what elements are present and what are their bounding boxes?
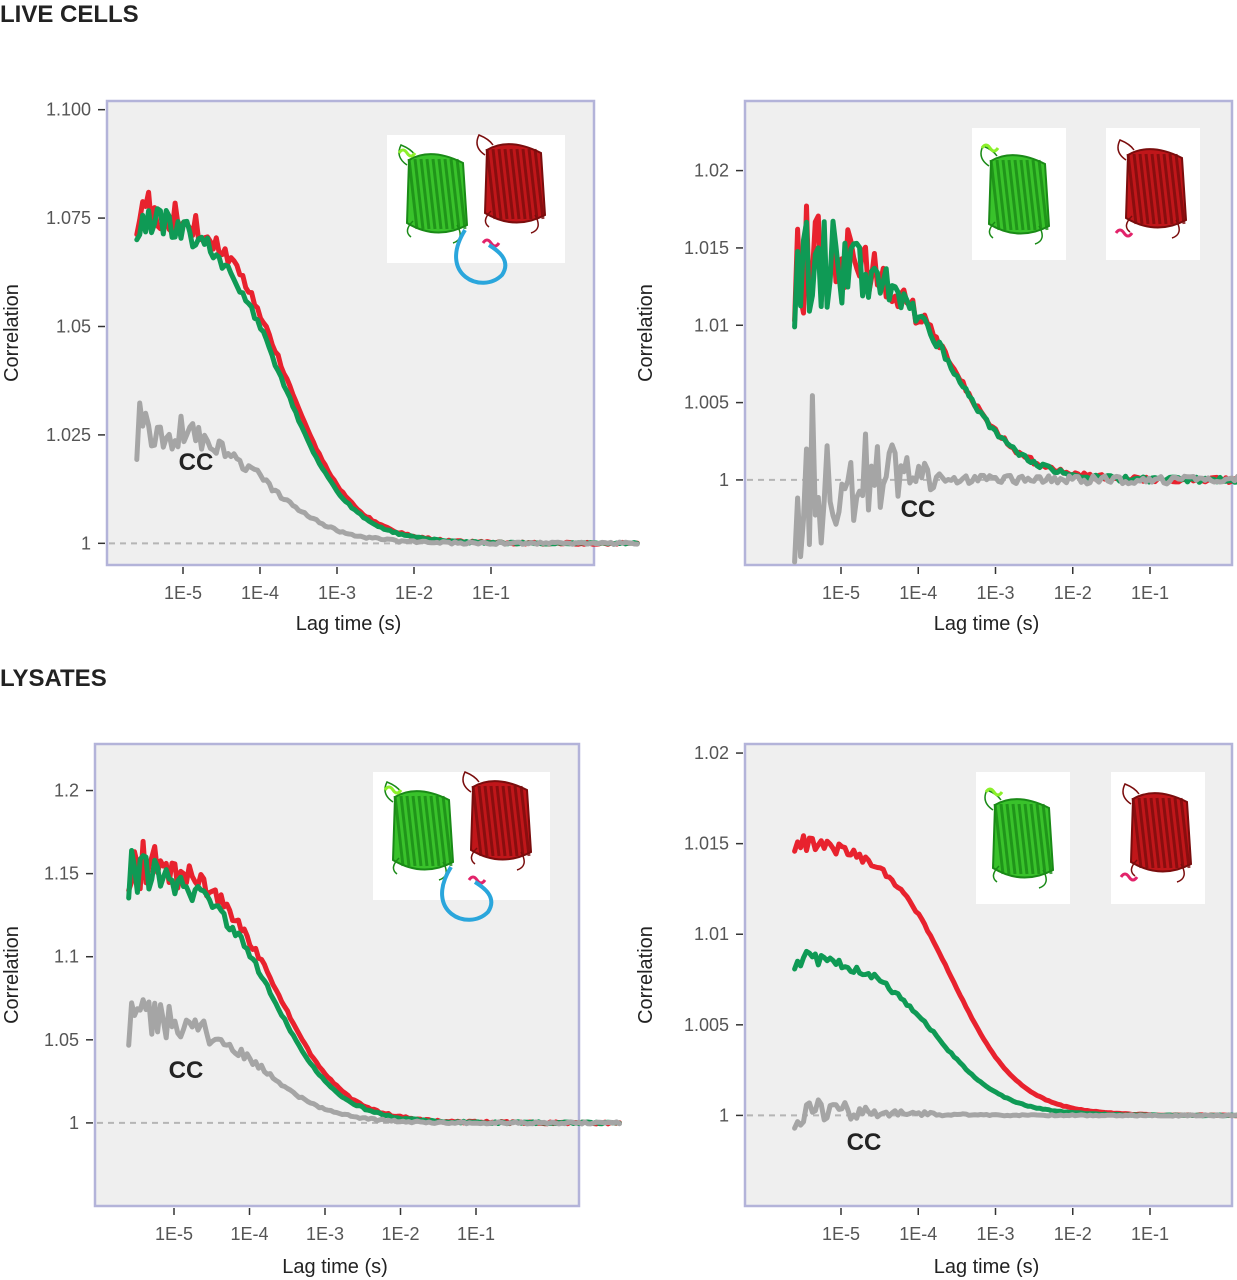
x-tick-label: 1E-4 (230, 1224, 268, 1244)
green-protein-icon (397, 144, 469, 244)
chart-lysates-linked: 1 1.05 1.1 1.15 1.2 1E-5 1E-4 1E-3 1E-2 1E-1 Lag t… (1, 742, 622, 1278)
y-tick-label: 1.01 (694, 924, 729, 944)
x-tick-label: 1E-3 (318, 583, 356, 603)
y-tick-label: 1 (69, 1113, 79, 1133)
y-tick-label: 1 (719, 470, 729, 490)
x-tick-label: 1E-1 (1131, 583, 1169, 603)
x-tick-label: 1E-1 (1131, 1224, 1169, 1244)
section-title-live-cells: LIVE CELLS (0, 1, 139, 28)
y-tick-label: 1.015 (684, 834, 729, 854)
y-tick-label: 1.02 (694, 161, 729, 181)
green-protein-icon (383, 781, 455, 881)
curve-gray (792, 393, 1237, 565)
y-tick-label: 1.100 (46, 100, 91, 120)
y-tick-label: 1.005 (684, 393, 729, 413)
x-tick-label: 1E-4 (241, 583, 279, 603)
y-tick-label: 1.005 (684, 1015, 729, 1035)
cc-annotation: CC (901, 496, 936, 523)
section-title-lysates: LYSATES (0, 665, 107, 692)
x-axis-title: Lag time (s) (934, 613, 1040, 635)
x-axis-title: Lag time (s) (934, 1256, 1040, 1278)
x-tick-label: 1E-2 (395, 583, 433, 603)
linker-icon (454, 228, 508, 285)
curve-gray (134, 400, 640, 547)
x-tick-label: 1E-5 (822, 1224, 860, 1244)
cc-annotation: CC (847, 1129, 882, 1156)
red-protein-icon (1114, 139, 1188, 239)
x-tick-label: 1E-5 (164, 583, 202, 603)
x-tick-label: 1E-2 (1054, 1224, 1092, 1244)
y-tick-label: 1.2 (54, 781, 79, 801)
red-protein-icon (462, 771, 533, 885)
y-tick-label: 1.05 (56, 316, 91, 336)
y-tick-label: 1.075 (46, 208, 91, 228)
chart-live-cells-linked: 1 1.025 1.05 1.075 1.100 1E-5 1E-4 1E-3 1E-2 1E-1… (1, 100, 640, 635)
x-tick-label: 1E-4 (899, 1224, 937, 1244)
y-tick-label: 1 (81, 533, 91, 553)
y-tick-label: 1.015 (684, 238, 729, 258)
y-axis-title: Correlation (635, 284, 657, 382)
y-axis-title: Correlation (1, 284, 23, 382)
red-protein-icon (1119, 783, 1193, 883)
protein-inset (976, 772, 1205, 904)
x-tick-label: 1E-1 (457, 1224, 495, 1244)
x-tick-label: 1E-5 (155, 1224, 193, 1244)
linker-icon (440, 865, 494, 922)
y-axis-title: Correlation (635, 926, 657, 1024)
cc-annotation: CC (169, 1057, 204, 1084)
cc-annotation: CC (179, 449, 214, 476)
x-tick-label: 1E-2 (1054, 583, 1092, 603)
y-tick-label: 1.01 (694, 315, 729, 335)
x-tick-label: 1E-5 (822, 583, 860, 603)
x-tick-label: 1E-3 (976, 583, 1014, 603)
x-tick-label: 1E-3 (976, 1224, 1014, 1244)
x-axis-title: Lag time (s) (296, 613, 402, 635)
green-protein-icon (984, 787, 1055, 889)
y-tick-label: 1.05 (44, 1030, 79, 1050)
chart-live-cells-separate: 1 1.005 1.01 1.015 1.02 1E-5 1E-4 1E-3 1E-2 1E-1 L… (635, 99, 1237, 635)
x-axis-title: Lag time (s) (282, 1256, 388, 1278)
x-tick-label: 1E-3 (306, 1224, 344, 1244)
chart-lysates-separate: 1 1.005 1.01 1.015 1.02 1E-5 1E-4 1E-3 1E-2 1E-1 L… (635, 742, 1237, 1278)
y-axis-title: Correlation (1, 926, 23, 1024)
curve-gray (792, 1097, 1237, 1131)
red-protein-icon (476, 134, 547, 248)
protein-inset (387, 134, 565, 285)
y-tick-label: 1.15 (44, 864, 79, 884)
x-tick-label: 1E-2 (381, 1224, 419, 1244)
protein-inset (373, 771, 550, 922)
curve-gray (126, 997, 622, 1127)
green-protein-icon (980, 143, 1051, 245)
x-tick-label: 1E-1 (472, 583, 510, 603)
x-tick-label: 1E-4 (899, 583, 937, 603)
y-tick-label: 1.02 (694, 743, 729, 763)
y-tick-label: 1.025 (46, 425, 91, 445)
protein-inset (972, 128, 1200, 260)
y-tick-label: 1 (719, 1105, 729, 1125)
y-tick-label: 1.1 (54, 947, 79, 967)
